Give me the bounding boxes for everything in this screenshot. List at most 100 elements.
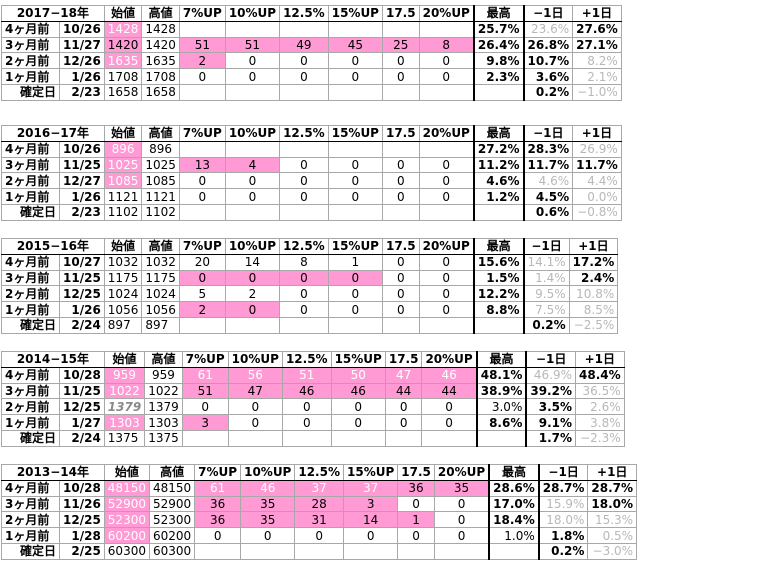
cell-high: 1428 [141, 20, 180, 38]
row-label: 2ヶ月前 [0, 52, 61, 70]
cell-open: 1022 [103, 382, 146, 400]
year-label: 2014−15年 [1, 351, 105, 368]
table-row: 3ヶ月前 11/26 52900 52900 36 35 28 3 0 0 17.0% 15.9% 18… [0, 495, 638, 513]
final-row: 確定日 2/23 1658 1658 0.2% −1.0% [0, 83, 622, 101]
table-row: 3ヶ月前 11/27 1420 1420 51 51 49 45 25 8 26.4% 26.8% 27… [0, 36, 622, 54]
cell-m1: 39.2% [525, 382, 577, 400]
final-cell-u7 [178, 203, 226, 221]
cell-m1: 10.7% [522, 52, 574, 70]
header-row: 2013−14年 始値 高値 7%UP 10%UP 12.5% 15%UP 17.5 20%UP… [1, 464, 638, 481]
cell-u20: 0 [418, 188, 475, 205]
row-date: 11/25 [59, 382, 105, 400]
cell-u10: 0 [224, 269, 281, 287]
row-label: 3ヶ月前 [0, 36, 61, 54]
cell-u7: 0 [194, 527, 242, 544]
cell-max: 12.2% [473, 285, 524, 303]
row-label: 4ヶ月前 [0, 366, 61, 384]
cell-u20: 0 [418, 156, 475, 174]
column-header: 7%UP [181, 351, 229, 368]
cell-high: 60200 [148, 527, 196, 544]
column-header: 始値 [103, 464, 150, 481]
cell-u7: 2 [178, 301, 226, 318]
cell-u10: 0 [240, 527, 296, 544]
cell-u20: 0 [421, 414, 478, 431]
cell-u125: 0 [294, 527, 344, 544]
cell-u10: 47 [227, 382, 283, 400]
final-cell-u7 [178, 316, 226, 334]
cell-u10: 0 [224, 68, 281, 85]
row-date: 1/26 [59, 68, 105, 85]
final-cell-u175 [384, 429, 423, 447]
final-cell-p1: −2.3% [575, 429, 625, 447]
cell-open: 1024 [103, 285, 143, 303]
cell-u175: 0 [381, 269, 420, 287]
cell-u125: 0 [279, 172, 329, 190]
cell-u10: 0 [224, 172, 281, 190]
row-label: 2ヶ月前 [0, 398, 61, 416]
final-row: 確定日 2/24 1375 1375 1.7% −2.3% [0, 429, 625, 447]
cell-open: 1032 [103, 253, 143, 271]
column-header: −1日 [522, 5, 574, 22]
cell-u175: 25 [381, 36, 420, 54]
cell-u175: 36 [397, 479, 435, 497]
table-row: 4ヶ月前 10/28 959 959 61 56 51 50 47 46 48.1% 46.9% 48.… [0, 366, 625, 384]
cell-u20: 0 [418, 172, 475, 190]
cell-m1: 28.3% [522, 140, 574, 158]
table-row: 4ヶ月前 10/28 48150 48150 61 46 37 37 36 35 28.6% 28.7… [0, 479, 638, 497]
row-date: 11/27 [59, 36, 105, 54]
column-header: 20%UP [433, 464, 491, 481]
cell-p1: 4.4% [572, 172, 622, 190]
cell-high: 1085 [141, 172, 180, 190]
cell-u7: 61 [194, 479, 242, 497]
column-header: 始値 [103, 125, 143, 142]
final-cell-m1: 0.2% [522, 83, 574, 101]
column-header: 始値 [103, 5, 143, 22]
final-cell-open: 897 [103, 316, 143, 334]
final-cell-max [473, 83, 524, 101]
cell-p1: 2.6% [575, 398, 625, 416]
final-cell-u125 [294, 542, 344, 560]
cell-u20: 0 [433, 495, 491, 513]
final-cell-high: 897 [141, 316, 180, 334]
final-cell-p1: −1.0% [572, 83, 622, 101]
final-cell-u175 [381, 203, 420, 221]
column-header: 10%UP [240, 464, 296, 481]
cell-u20: 0 [421, 398, 478, 416]
year-label: 2016−17年 [1, 125, 105, 142]
table-row: 3ヶ月前 11/25 1175 1175 0 0 0 0 0 0 1.5% 1.4% 2.4% [0, 269, 619, 287]
cell-high: 1379 [144, 398, 183, 416]
final-cell-u125 [279, 316, 329, 334]
final-cell-u125 [281, 429, 332, 447]
cell-open: 1420 [103, 36, 143, 54]
cell-open: 1379 [103, 398, 146, 416]
final-cell-u10 [224, 203, 281, 221]
cell-u7: 51 [181, 382, 229, 400]
data-table: 2015−16年 始値 高値 7%UP 10%UP 12.5% 15%UP 17.5 20%UP… [0, 238, 619, 334]
cell-u10: 46 [240, 479, 296, 497]
cell-u175: 0 [384, 414, 423, 431]
cell-m1: 46.9% [525, 366, 577, 384]
cell-open: 1303 [103, 414, 146, 431]
final-cell-u7 [194, 542, 242, 560]
cell-open: 1025 [103, 156, 143, 174]
cell-p1: 3.8% [575, 414, 625, 431]
cell-u7: 0 [178, 172, 226, 190]
cell-u125: 37 [294, 479, 344, 497]
cell-u125: 51 [281, 366, 332, 384]
table-row: 3ヶ月前 11/25 1025 1025 13 4 0 0 0 0 11.2% 11.7% 11.7% [0, 156, 622, 174]
cell-u175: 0 [384, 398, 423, 416]
final-cell-u175 [381, 83, 420, 101]
column-header: 始値 [103, 351, 146, 368]
final-cell-p1: −2.5% [568, 316, 619, 334]
cell-u7: 20 [178, 253, 226, 271]
cell-max: 25.7% [473, 20, 524, 38]
column-header: 15%UP [327, 125, 383, 142]
table-row: 4ヶ月前 10/26 1428 1428 51 51 49 39 17 5 25.7% 23.6% 27… [0, 20, 622, 38]
cell-u175: 0 [397, 495, 435, 513]
row-date: 12/25 [59, 398, 105, 416]
cell-p1: 0.0% [572, 188, 622, 205]
column-header: 17.5 [397, 464, 435, 481]
cell-max: 26.4% [473, 36, 524, 54]
cell-u175: 0 [381, 52, 420, 70]
column-header: 20%UP [418, 125, 475, 142]
